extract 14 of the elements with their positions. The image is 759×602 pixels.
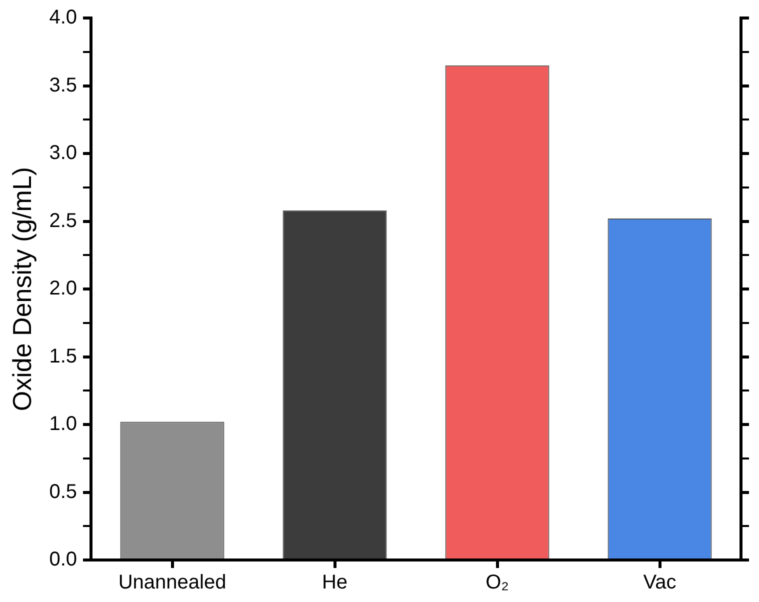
y-tick-label: 0.0 bbox=[49, 548, 78, 571]
y-tick-label: 2.5 bbox=[49, 210, 78, 232]
y-tick-label: 0.5 bbox=[49, 480, 78, 503]
y-tick-label: 1.0 bbox=[49, 413, 78, 436]
y-tick-label: 1.5 bbox=[49, 345, 78, 368]
y-axis-title: Oxide Density (g/mL) bbox=[6, 166, 37, 412]
x-tick-label: Vac bbox=[643, 572, 676, 594]
y-tick-label: 2.0 bbox=[49, 278, 78, 300]
x-tick-label: He bbox=[322, 572, 348, 594]
y-tick-label: 3.5 bbox=[49, 74, 78, 96]
x-tick-label: O₂ bbox=[486, 572, 509, 594]
y-tick-label: 4.0 bbox=[49, 6, 78, 29]
y-tick-label: 3.0 bbox=[49, 142, 78, 164]
x-tick-label: Unannealed bbox=[118, 572, 226, 594]
